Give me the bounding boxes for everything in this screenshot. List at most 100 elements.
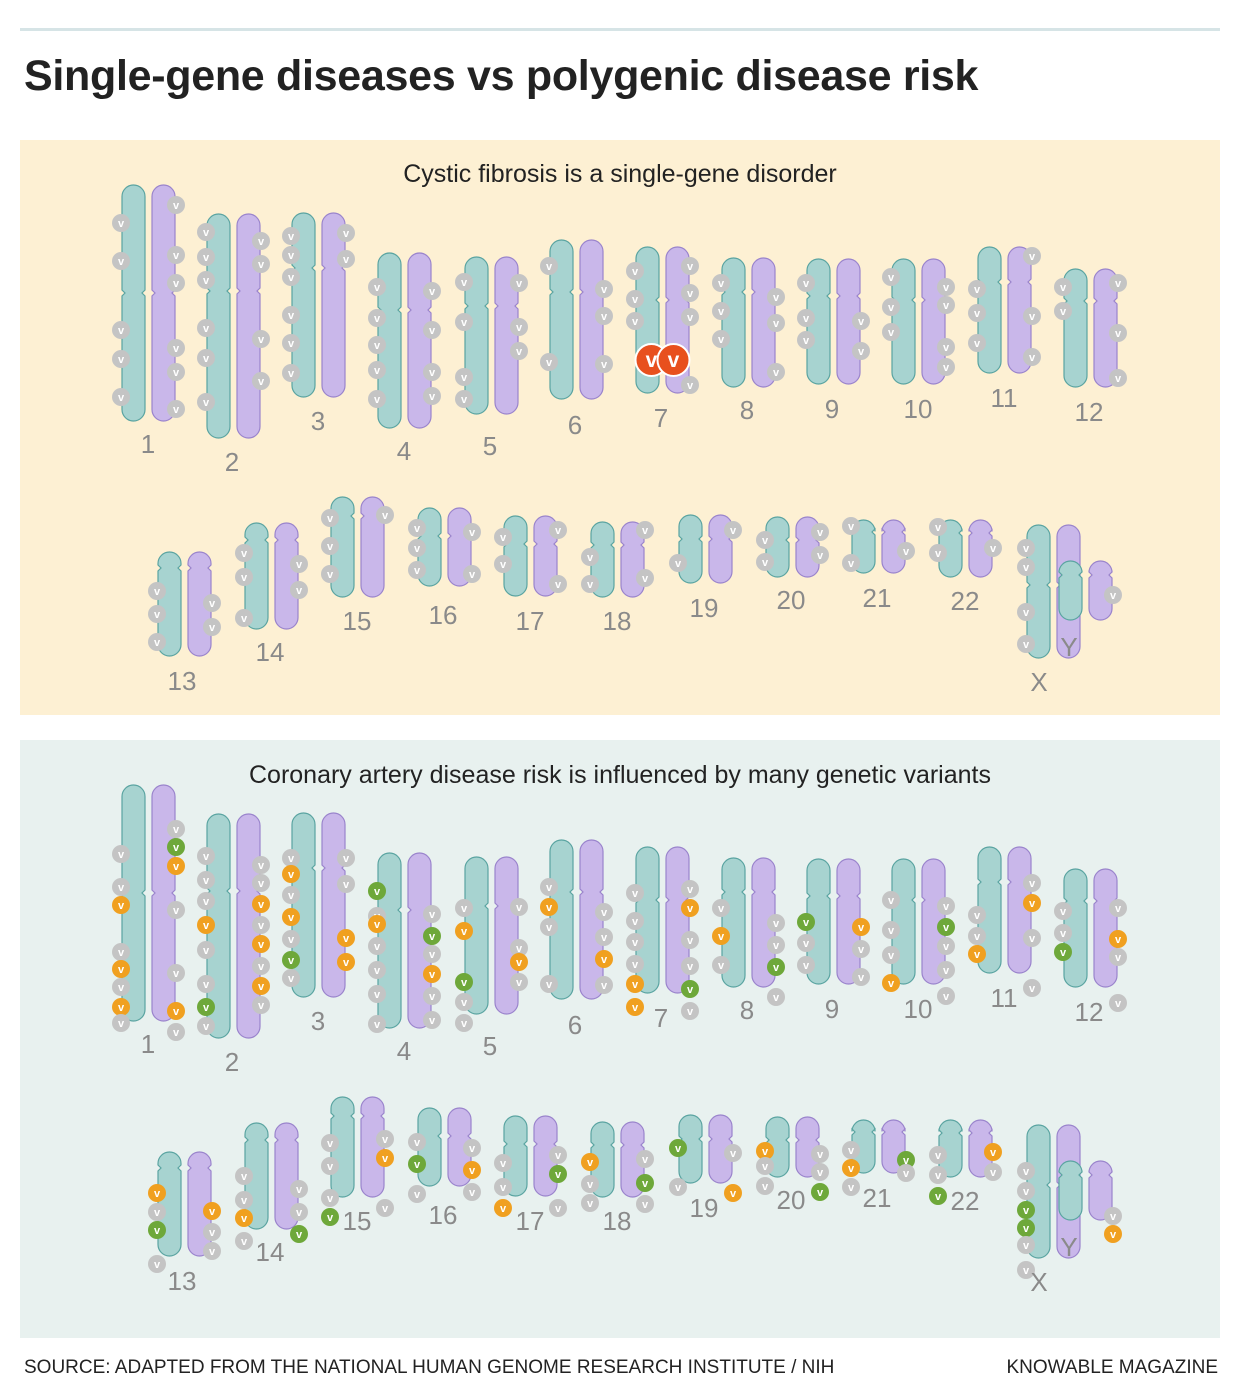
variant-marker: v bbox=[423, 965, 441, 983]
variant-marker: v bbox=[197, 892, 215, 910]
variant-marker: v bbox=[510, 939, 528, 957]
variant-letter: v bbox=[203, 353, 210, 365]
variant-marker: v bbox=[549, 521, 567, 539]
variant-marker: v bbox=[842, 1178, 860, 1196]
variant-letter: v bbox=[642, 1199, 649, 1211]
variant-marker: v bbox=[463, 1161, 481, 1179]
variant-letter: v bbox=[555, 1203, 562, 1215]
variant-letter: v bbox=[762, 535, 769, 547]
chromosome-label: 8 bbox=[740, 995, 754, 1025]
variant-marker: v bbox=[1104, 586, 1122, 604]
variant-letter: v bbox=[203, 227, 210, 239]
variant-letter: v bbox=[241, 1195, 248, 1207]
variant-marker: v bbox=[595, 280, 613, 298]
variant-letter: v bbox=[209, 622, 216, 634]
variant-letter: v bbox=[1115, 328, 1122, 340]
variant-marker: v bbox=[376, 1130, 394, 1148]
variant-letter: v bbox=[848, 521, 855, 533]
chromatid-maternal bbox=[503, 515, 528, 597]
variant-letter: v bbox=[642, 1178, 649, 1190]
variant-marker: v bbox=[636, 1150, 654, 1168]
variant-marker: v bbox=[540, 257, 558, 275]
chromosome-19: v v 19 bbox=[669, 514, 742, 623]
variant-letter: v bbox=[803, 960, 810, 972]
variant-letter: v bbox=[546, 979, 553, 991]
variant-marker: v bbox=[423, 387, 441, 405]
variant-letter: v bbox=[1023, 1186, 1030, 1198]
variant-letter: v bbox=[500, 1203, 507, 1215]
variant-marker: v bbox=[1023, 894, 1041, 912]
variant-marker: v bbox=[767, 914, 785, 932]
variant-letter: v bbox=[601, 907, 608, 919]
variant-letter: v bbox=[209, 1246, 216, 1258]
variant-letter: v bbox=[374, 886, 381, 898]
variant-letter: v bbox=[288, 368, 295, 380]
variant-marker: v bbox=[797, 934, 815, 952]
variant-marker: v bbox=[252, 996, 270, 1014]
chromosome-label: 7 bbox=[654, 1003, 668, 1033]
variant-letter: v bbox=[974, 308, 981, 320]
chromosome-label: 20 bbox=[777, 1185, 806, 1215]
variant-marker: v bbox=[937, 937, 955, 955]
variant-marker: v bbox=[626, 912, 644, 930]
variant-marker: v bbox=[549, 575, 567, 593]
variant-letter: v bbox=[429, 367, 436, 379]
variant-marker: v bbox=[112, 960, 130, 978]
variant-letter: v bbox=[935, 548, 942, 560]
chromosome-label: 17 bbox=[516, 606, 545, 636]
variant-marker: v bbox=[321, 1208, 339, 1226]
variant-marker: v bbox=[968, 906, 986, 924]
variant-marker: v bbox=[581, 1153, 599, 1171]
variant-marker: v bbox=[368, 390, 386, 408]
variant-letter: v bbox=[773, 962, 780, 974]
variant-marker: v bbox=[1017, 1201, 1035, 1219]
footer-brand: KNOWABLE MAGAZINE bbox=[1006, 1357, 1219, 1378]
chromatid-paternal bbox=[494, 856, 519, 1015]
chromosome-label: 12 bbox=[1075, 397, 1104, 427]
variant-letter: v bbox=[1023, 543, 1030, 555]
variant-marker: v bbox=[494, 555, 512, 573]
variant-letter: v bbox=[461, 903, 468, 915]
variant-marker: v bbox=[167, 820, 185, 838]
variant-letter: v bbox=[258, 939, 265, 951]
variant-letter: v bbox=[118, 218, 125, 230]
variant-marker: v bbox=[368, 309, 386, 327]
variant-marker: v bbox=[455, 922, 473, 940]
variant-letter: v bbox=[803, 335, 810, 347]
variant-letter: v bbox=[762, 1146, 769, 1158]
variant-marker: v bbox=[112, 321, 130, 339]
variant-letter: v bbox=[974, 338, 981, 350]
variant-letter: v bbox=[203, 979, 210, 991]
variant-marker: v bbox=[1017, 1182, 1035, 1200]
variant-letter: v bbox=[687, 884, 694, 896]
variant-marker: v bbox=[626, 884, 644, 902]
variant-marker: v bbox=[1023, 929, 1041, 947]
variant-marker: v bbox=[112, 998, 130, 1016]
variant-marker: v bbox=[549, 1165, 567, 1183]
chromosome-label: 9 bbox=[825, 394, 839, 424]
variant-letter: v bbox=[990, 543, 997, 555]
variant-marker: v bbox=[712, 330, 730, 348]
variant-marker: v bbox=[1109, 994, 1127, 1012]
variant-letter: v bbox=[154, 1207, 161, 1219]
variant-letter: v bbox=[903, 1155, 910, 1167]
chromatid-paternal bbox=[274, 522, 299, 630]
variant-letter: v bbox=[241, 613, 248, 625]
chromosome-label: 22 bbox=[951, 1186, 980, 1216]
variant-letter: v bbox=[516, 957, 523, 969]
chromosome-label: 1 bbox=[141, 1029, 155, 1059]
variant-letter: v bbox=[687, 312, 694, 324]
variant-letter: v bbox=[687, 903, 694, 915]
variant-marker: v bbox=[167, 901, 185, 919]
variant-letter: v bbox=[990, 1167, 997, 1179]
variant-letter: v bbox=[546, 922, 553, 934]
variant-letter: v bbox=[241, 548, 248, 560]
variant-marker: v bbox=[282, 865, 300, 883]
variant-marker: v bbox=[197, 271, 215, 289]
variant-marker: v bbox=[1104, 1225, 1122, 1243]
variant-letter: v bbox=[429, 909, 436, 921]
